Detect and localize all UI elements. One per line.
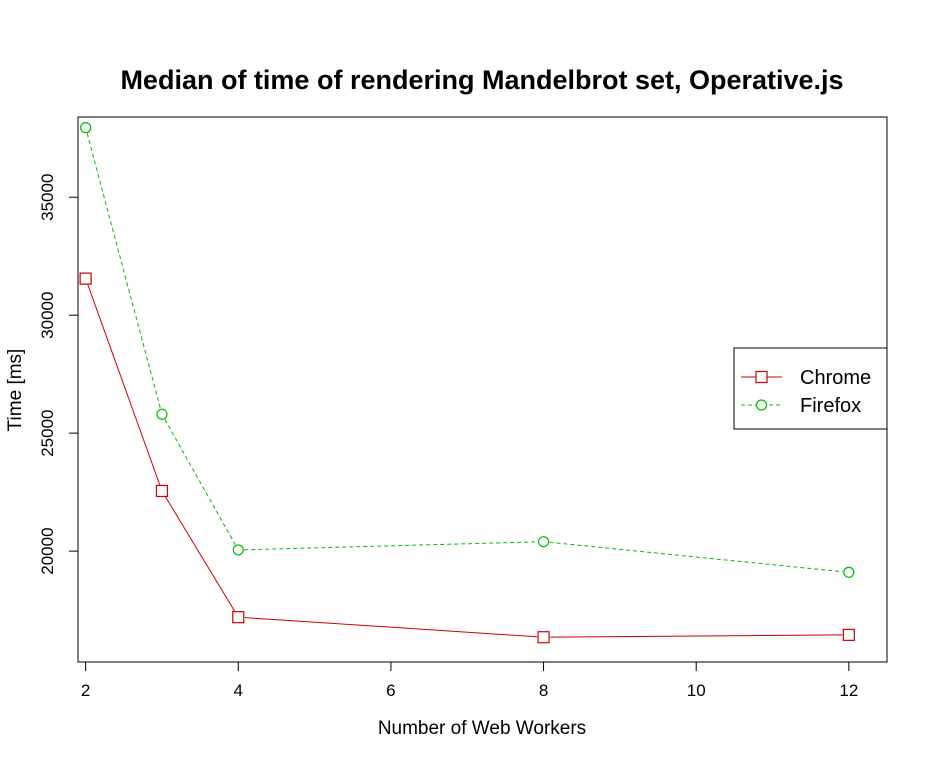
data-point-circle bbox=[156, 408, 168, 420]
series-line-segment bbox=[244, 617, 538, 638]
x-tick-label: 8 bbox=[539, 681, 548, 700]
data-point-square bbox=[232, 611, 245, 624]
series-firefox bbox=[80, 122, 855, 578]
series-line-segment bbox=[86, 133, 161, 409]
series-line-segment bbox=[244, 541, 538, 551]
y-tick-label: 20000 bbox=[38, 527, 57, 574]
y-tick-label: 25000 bbox=[38, 410, 57, 457]
legend-label: Chrome bbox=[800, 367, 871, 389]
series-chrome bbox=[79, 272, 855, 644]
legend-circle-marker bbox=[755, 399, 768, 411]
y-axis-label: Time [ms] bbox=[5, 349, 26, 432]
x-tick-label: 6 bbox=[386, 681, 395, 700]
legend-items: Chrome Firefox bbox=[741, 367, 871, 417]
y-tick-label: 35000 bbox=[38, 174, 57, 221]
y-axis: 20000 25000 30000 35000 bbox=[38, 174, 79, 575]
series-line-segment bbox=[550, 634, 843, 638]
legend-square-marker bbox=[755, 370, 768, 384]
x-tick-label: 2 bbox=[81, 681, 90, 700]
legend-label: Firefox bbox=[800, 395, 861, 417]
x-axis-label: Number of Web Workers bbox=[378, 718, 586, 739]
data-point-square bbox=[155, 484, 169, 498]
series-line-segment bbox=[164, 419, 236, 545]
series-layer bbox=[79, 122, 855, 644]
data-point-square bbox=[842, 628, 855, 641]
series-line-segment bbox=[549, 541, 843, 573]
legend-box bbox=[733, 347, 888, 430]
x-tick-label: 4 bbox=[234, 681, 243, 700]
series-line-segment bbox=[164, 496, 236, 612]
y-tick-label: 30000 bbox=[38, 292, 57, 339]
series-line-segment bbox=[87, 284, 161, 486]
data-point-circle bbox=[537, 536, 550, 548]
data-point-square bbox=[537, 631, 550, 644]
legend-item-firefox: Firefox bbox=[741, 395, 861, 417]
data-point-circle bbox=[80, 122, 92, 134]
data-point-circle bbox=[843, 566, 855, 578]
data-point-circle bbox=[232, 544, 244, 556]
x-tick-label: 10 bbox=[687, 681, 706, 700]
x-tick-label: 12 bbox=[839, 681, 858, 700]
legend-item-chrome: Chrome bbox=[741, 367, 871, 389]
x-axis: 2 4 6 8 10 12 bbox=[81, 661, 858, 700]
legend: Chrome Firefox bbox=[733, 347, 888, 430]
data-point-square bbox=[79, 272, 92, 285]
chart-title: Median of time of rendering Mandelbrot s… bbox=[120, 65, 843, 95]
